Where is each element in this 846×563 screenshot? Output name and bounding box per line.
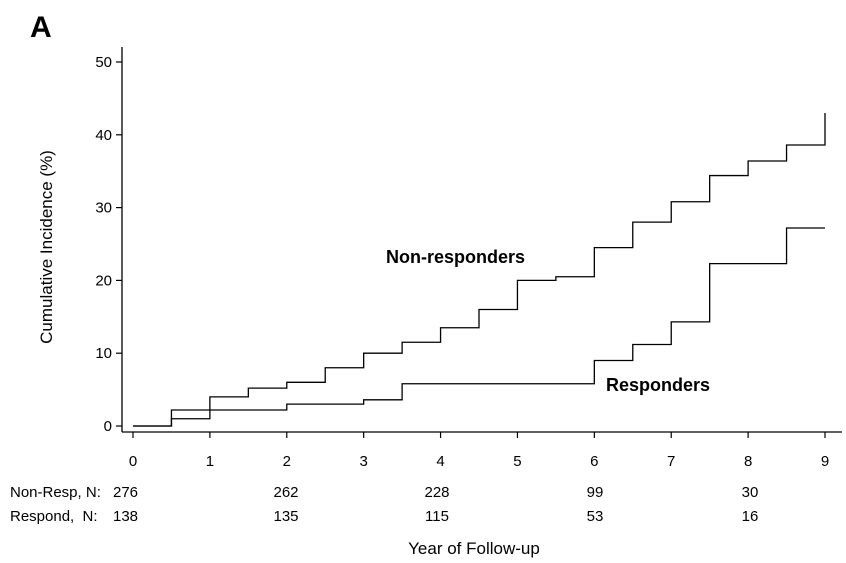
x-tick-label: 6	[590, 453, 598, 470]
x-tick-label: 2	[283, 453, 291, 470]
y-tick-label: 0	[104, 418, 112, 435]
risk-value: 228	[424, 484, 449, 501]
x-ticks: 0 1 2 3 4 5 6 7 8 9	[129, 432, 829, 470]
risk-table: Non-Resp, N: 276 262 228 99 30 Respond, N: 138 1…	[10, 484, 758, 525]
risk-value: 30	[742, 484, 759, 501]
x-tick-label: 3	[359, 453, 367, 470]
axes	[121, 47, 842, 433]
x-tick-label: 5	[513, 453, 521, 470]
x-tick-label: 0	[129, 453, 137, 470]
panel-label: A	[30, 11, 52, 44]
risk-value: 138	[113, 508, 138, 525]
y-tick-label: 30	[95, 200, 112, 217]
risk-value: 115	[425, 508, 449, 525]
x-axis-label: Year of Follow-up	[408, 539, 540, 558]
risk-value: 262	[273, 484, 298, 501]
x-tick-label: 9	[821, 453, 829, 470]
series-label-responders: Responders	[606, 375, 710, 395]
risk-value: 135	[273, 508, 298, 525]
x-tick-label: 1	[206, 453, 214, 470]
risk-value: 16	[742, 508, 759, 525]
risk-value: 53	[587, 508, 604, 525]
risk-row-label: Respond, N:	[10, 508, 98, 525]
x-tick-label: 4	[436, 453, 444, 470]
risk-value: 276	[113, 484, 138, 501]
x-tick-label: 8	[744, 453, 752, 470]
y-tick-label: 50	[95, 54, 112, 71]
series-line-non-responders	[133, 112, 826, 427]
y-tick-label: 20	[95, 272, 112, 289]
y-tick-label: 10	[95, 345, 112, 362]
y-axis-label: Cumulative Incidence (%)	[37, 150, 56, 344]
y-ticks: 0 10 20 30 40 50	[95, 54, 122, 435]
series-label-non-responders: Non-responders	[386, 247, 525, 267]
risk-row-label: Non-Resp, N:	[10, 484, 101, 501]
series-line-responders	[133, 227, 825, 427]
risk-value: 99	[587, 484, 604, 501]
series-lines	[133, 112, 826, 427]
y-tick-label: 40	[95, 127, 112, 144]
x-tick-label: 7	[667, 453, 675, 470]
